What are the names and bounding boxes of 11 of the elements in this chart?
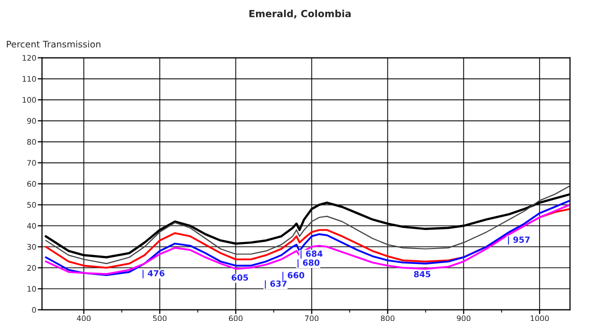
annotation: | 637 bbox=[264, 280, 287, 289]
annotation: | 684 bbox=[300, 250, 322, 259]
annotation: 605 bbox=[232, 274, 248, 281]
annotation: | 680 bbox=[298, 259, 320, 268]
y-axis-title: Percent Transmission bbox=[6, 40, 100, 48]
annotation: | 476 bbox=[142, 270, 164, 278]
annotation: | 660 bbox=[282, 272, 304, 280]
line-series bbox=[45, 185, 570, 264]
chart-title: Emerald, Colombia bbox=[249, 10, 351, 19]
annotation: 845 bbox=[414, 270, 430, 278]
annotation: | 957 bbox=[508, 236, 530, 245]
